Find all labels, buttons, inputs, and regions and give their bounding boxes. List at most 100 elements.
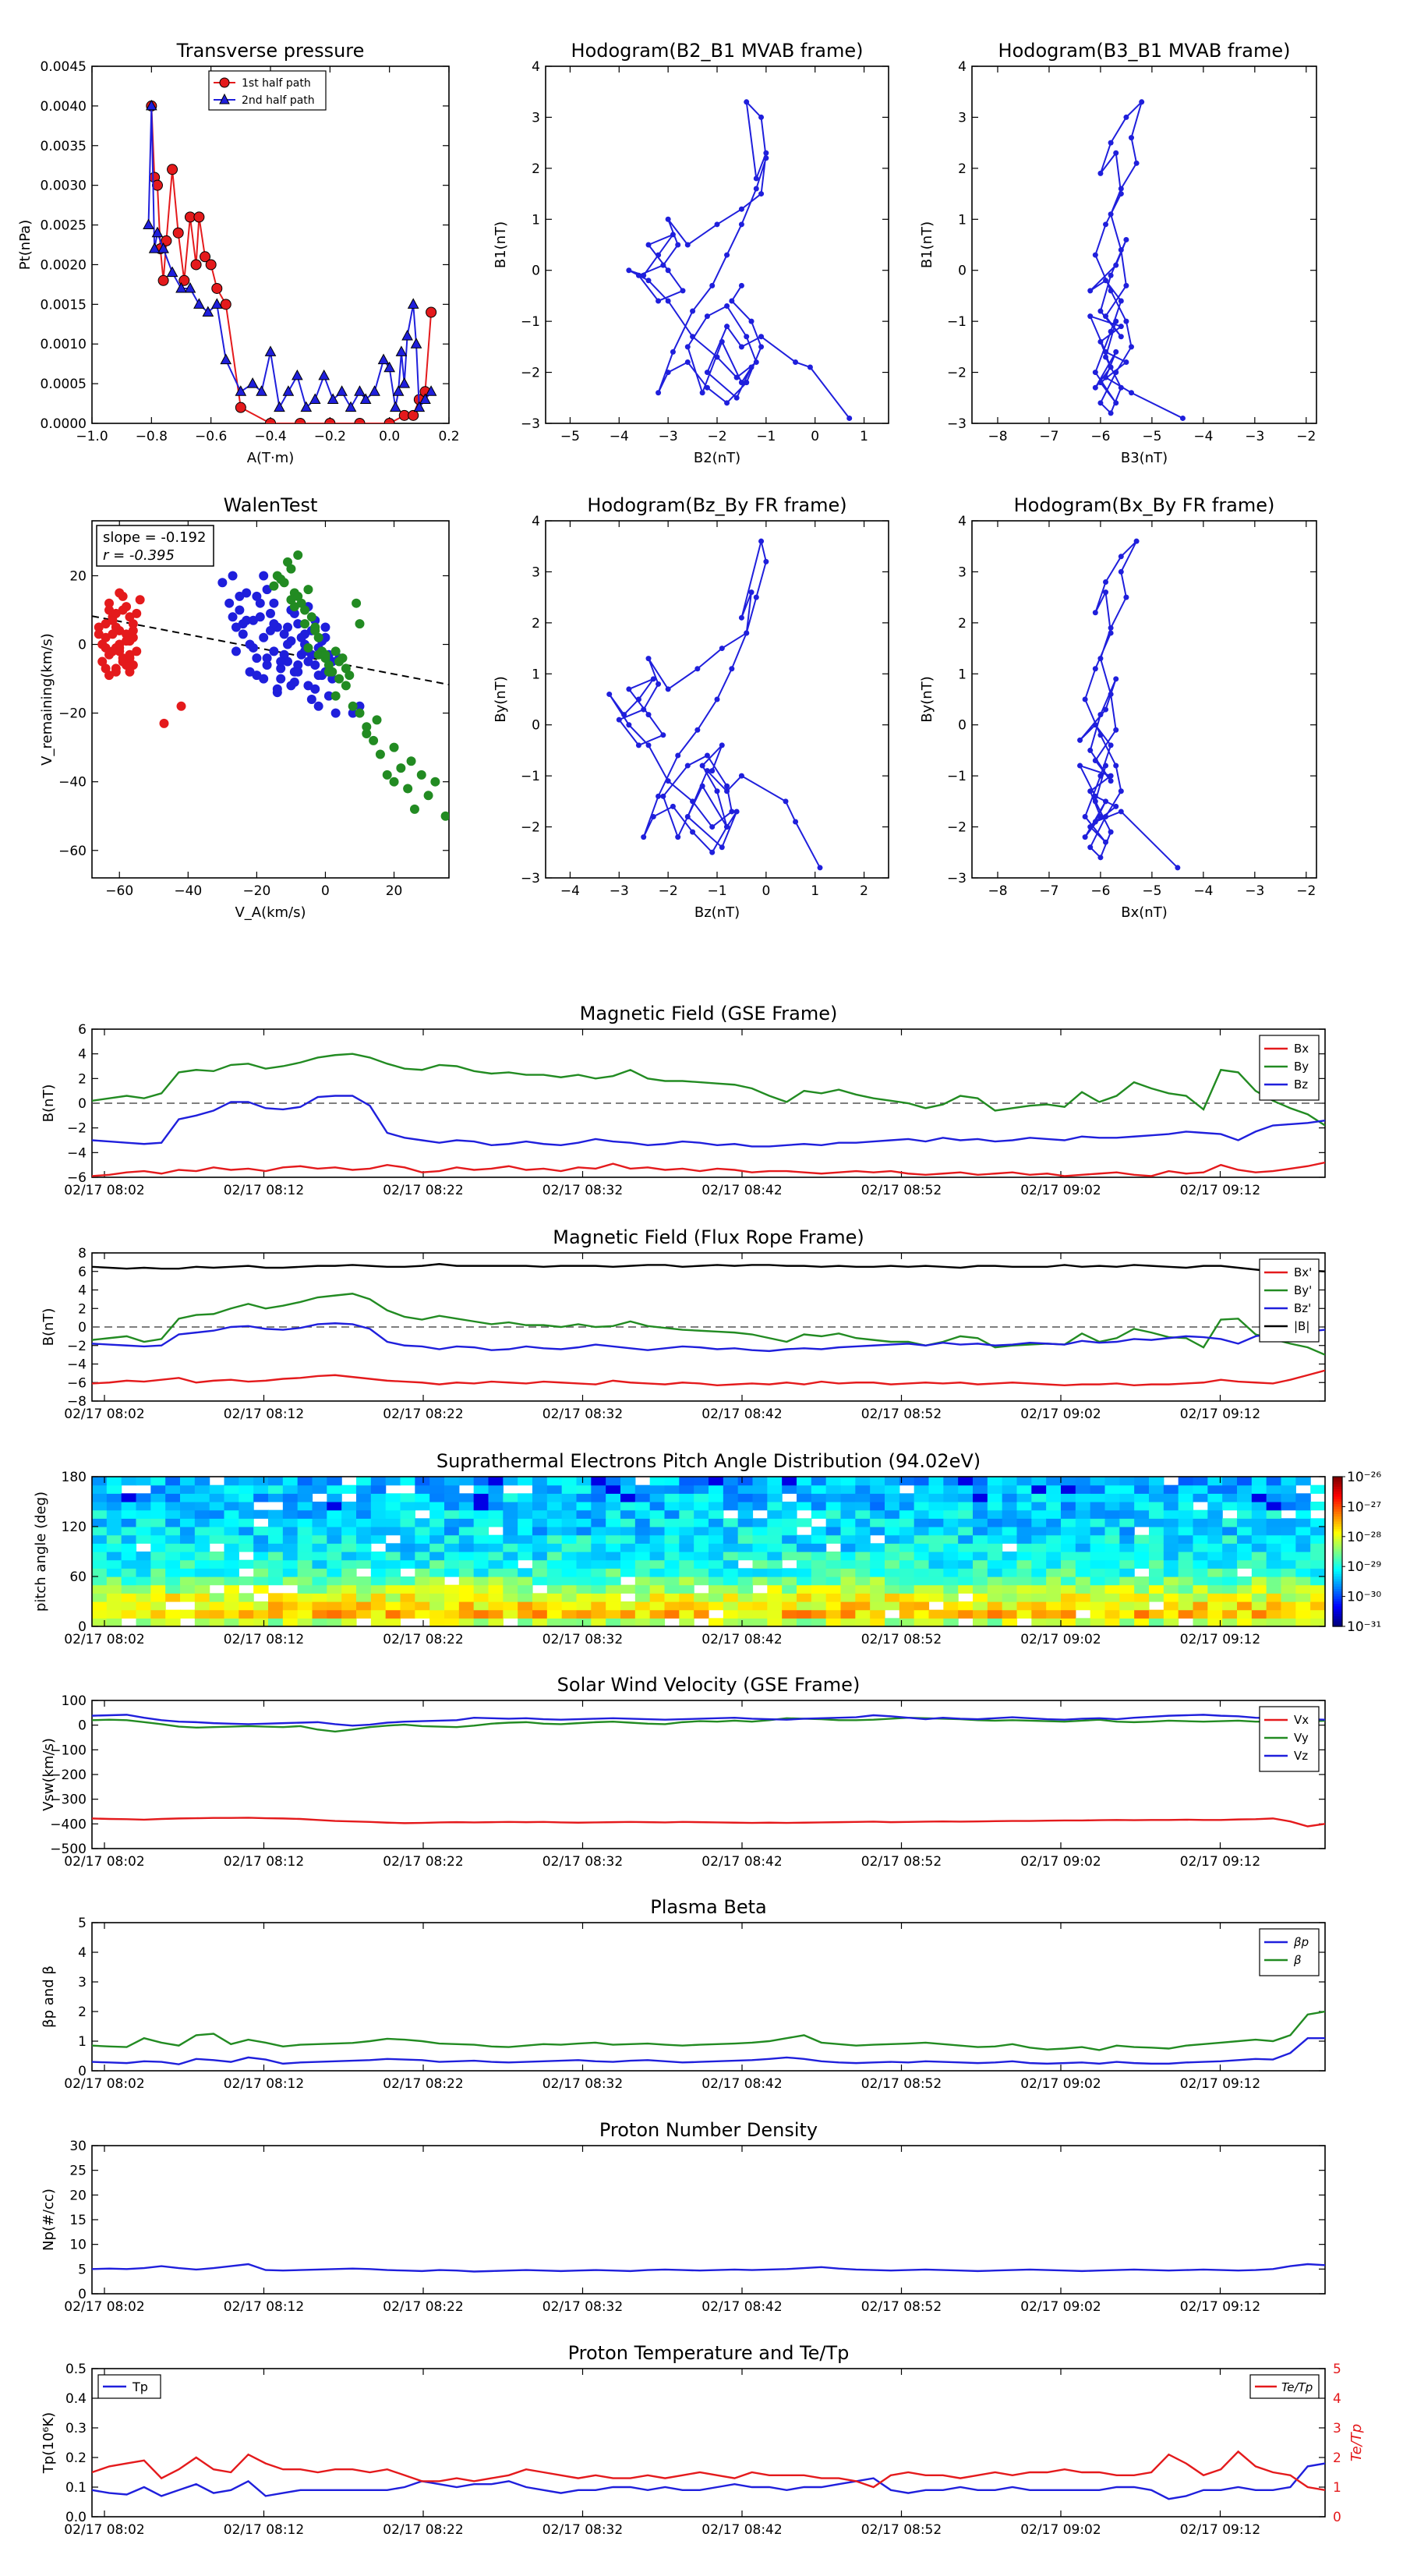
chart-tp: Proton Temperature and Te/Tp0.00.10.20.3…: [41, 2342, 1365, 2538]
heatmap-cell: [958, 1543, 974, 1552]
heatmap-cell: [194, 1601, 210, 1611]
scatter-point: [403, 784, 413, 794]
colorbar-segment: [1333, 1502, 1342, 1505]
x-tick-label: −2: [1296, 883, 1316, 899]
heatmap-cell: [782, 1593, 797, 1602]
heatmap-cell: [165, 1618, 181, 1627]
heatmap-cell: [694, 1601, 709, 1611]
data-marker: [709, 768, 716, 774]
heatmap-cell: [488, 1502, 504, 1511]
heatmap-cell: [1149, 1509, 1164, 1519]
heatmap-cell: [194, 1534, 210, 1544]
heatmap-cell: [429, 1493, 445, 1502]
heatmap-cell: [767, 1568, 783, 1577]
data-marker: [1113, 262, 1119, 268]
colorbar-segment: [1333, 1583, 1342, 1587]
colorbar-segment: [1333, 1529, 1342, 1532]
data-marker: [210, 298, 223, 309]
time-tick-label: 02/17 08:42: [702, 1407, 782, 1422]
heatmap-cell: [885, 1543, 900, 1552]
heatmap-cell: [1310, 1593, 1326, 1602]
heatmap-cell: [546, 1559, 563, 1569]
scatter-point: [276, 574, 286, 584]
data-marker: [413, 401, 426, 412]
heatmap-cell: [1281, 1493, 1296, 1502]
heatmap-cell: [973, 1518, 988, 1527]
heatmap-cell: [224, 1477, 239, 1486]
heatmap-cell: [1075, 1618, 1091, 1627]
heatmap-cell: [458, 1601, 475, 1611]
series-line: [147, 105, 432, 410]
chart-bfr: Magnetic Field (Flux Rope Frame)−8−6−4−2…: [41, 1226, 1326, 1422]
heatmap-cell: [797, 1593, 812, 1602]
heatmap-cell: [620, 1493, 636, 1502]
heatmap-cell: [1178, 1502, 1194, 1511]
data-marker: [292, 369, 303, 380]
x-tick-label: −60: [105, 883, 133, 899]
heatmap-cell: [1031, 1477, 1047, 1486]
heatmap-cell: [327, 1477, 342, 1486]
heatmap-cell: [1090, 1484, 1106, 1494]
heatmap-cell: [1281, 1584, 1296, 1594]
x-tick-label: −3: [610, 883, 629, 899]
data-marker: [419, 393, 431, 404]
heatmap-cell: [341, 1484, 357, 1494]
heatmap-cell: [855, 1477, 871, 1486]
y-tick-label: 0: [78, 1320, 87, 1336]
heatmap-cell: [370, 1552, 387, 1561]
heatmap-cell: [1193, 1493, 1208, 1502]
data-marker: [398, 377, 411, 388]
heatmap-cell: [1090, 1576, 1106, 1586]
heatmap-cell: [973, 1484, 988, 1494]
heatmap-cell: [811, 1568, 827, 1577]
heatmap-cell: [400, 1609, 415, 1619]
data-marker: [665, 686, 671, 692]
data-marker: [1103, 813, 1109, 819]
heatmap-cell: [709, 1527, 724, 1536]
heatmap-cell: [282, 1518, 299, 1527]
heatmap-cell: [885, 1534, 900, 1544]
heatmap-cell: [429, 1543, 445, 1552]
heatmap-cell: [634, 1484, 651, 1494]
heatmap-cell: [194, 1593, 210, 1602]
heatmap-cell: [694, 1552, 709, 1561]
heatmap-cell: [840, 1576, 856, 1586]
heatmap-cell: [150, 1518, 166, 1527]
heatmap-cell: [1163, 1609, 1179, 1619]
heatmap-cell: [797, 1543, 812, 1552]
heatmap-cell: [797, 1502, 812, 1511]
heatmap-cell: [914, 1593, 930, 1602]
heatmap-cell: [752, 1618, 768, 1627]
heatmap-cell: [518, 1502, 533, 1511]
heatmap-cell: [1178, 1527, 1194, 1536]
legend-label: Te/Tp: [1281, 2380, 1313, 2394]
y-tick-label: 6: [78, 1265, 87, 1280]
heatmap-cell: [797, 1609, 812, 1619]
heatmap-cell: [811, 1534, 827, 1544]
heatmap-cell: [1266, 1543, 1282, 1552]
data-marker: [1108, 778, 1114, 784]
data-marker: [256, 385, 267, 396]
heatmap-cell: [840, 1493, 856, 1502]
heatmap-cell: [649, 1576, 666, 1586]
heatmap-cell: [546, 1534, 563, 1544]
heatmap-cell: [282, 1527, 299, 1536]
heatmap-cell: [327, 1534, 342, 1544]
heatmap-cell: [209, 1601, 225, 1611]
heatmap-cell: [106, 1576, 122, 1586]
heatmap-cell: [1193, 1518, 1208, 1527]
heatmap-cell: [1016, 1502, 1032, 1511]
heatmap-cell: [444, 1543, 460, 1552]
heatmap-cell: [1266, 1593, 1282, 1602]
heatmap-cell: [518, 1601, 533, 1611]
heatmap-cell: [1134, 1534, 1150, 1544]
heatmap-cell: [591, 1618, 606, 1627]
data-marker: [1113, 318, 1119, 324]
heatmap-cell: [106, 1543, 122, 1552]
heatmap-cell: [121, 1609, 137, 1619]
heatmap-cell: [840, 1502, 856, 1511]
heatmap-cell: [679, 1527, 694, 1536]
x-tick-label: 20: [386, 883, 403, 899]
heatmap-cell: [561, 1552, 578, 1561]
